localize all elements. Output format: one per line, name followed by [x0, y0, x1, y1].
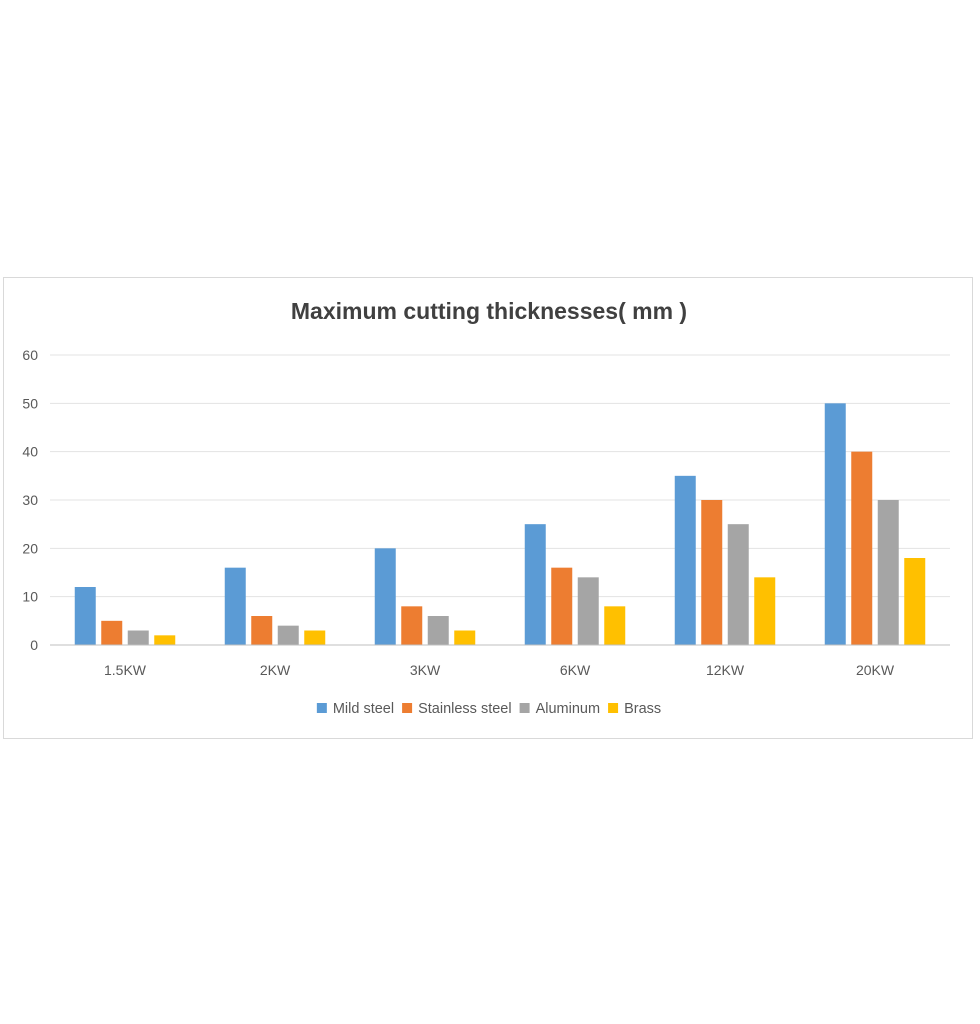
legend: Mild steel Stainless steel Aluminum Brass [316, 701, 661, 717]
x-tick-label: 20KW [856, 662, 895, 678]
legend-swatch [519, 703, 530, 713]
bars [74, 403, 926, 645]
legend-label: Stainless steel [418, 701, 512, 717]
x-tick-label: 6KW [560, 662, 591, 678]
y-tick-label: 30 [22, 492, 38, 508]
bar-brass [454, 630, 476, 645]
bar-brass [154, 635, 176, 645]
x-tick-label: 2KW [260, 662, 291, 678]
legend-swatch [316, 703, 327, 713]
bar-mild-steel [224, 567, 246, 645]
bar-brass [604, 606, 626, 645]
bar-stainless-steel [251, 616, 273, 645]
bar-aluminum [727, 524, 749, 645]
x-tick-label: 3KW [410, 662, 441, 678]
legend-swatch [402, 703, 413, 713]
bar-stainless-steel [401, 606, 423, 645]
bar-mild-steel [674, 475, 696, 645]
bar-mild-steel [374, 548, 396, 645]
legend-item: Mild steel [316, 701, 394, 717]
bar-mild-steel [824, 403, 846, 645]
y-axis-ticks: 0 10 20 30 40 50 60 [22, 347, 38, 653]
bar-stainless-steel [551, 567, 573, 645]
bar-aluminum [877, 500, 899, 645]
legend-label: Aluminum [536, 701, 600, 717]
bar-chart: Maximum cutting thicknesses( mm ) 0 10 20 3… [22, 298, 950, 717]
x-axis-ticks: 1.5KW 2KW 3KW 6KW 12KW 20KW [104, 662, 895, 678]
bar-brass [754, 577, 776, 645]
bar-mild-steel [524, 524, 546, 645]
bar-brass [904, 558, 926, 645]
bar-stainless-steel [851, 451, 873, 645]
x-tick-label: 1.5KW [104, 662, 147, 678]
legend-label: Mild steel [333, 701, 394, 717]
bar-aluminum [577, 577, 599, 645]
y-tick-label: 0 [30, 637, 38, 653]
y-tick-label: 60 [22, 347, 38, 363]
legend-item: Aluminum [519, 701, 600, 717]
bar-stainless-steel [701, 500, 723, 645]
chart-title: Maximum cutting thicknesses( mm ) [291, 298, 687, 324]
bar-aluminum [127, 630, 149, 645]
gridlines [50, 354, 950, 598]
bar-mild-steel [74, 587, 96, 645]
y-tick-label: 40 [22, 444, 38, 460]
chart-frame: Maximum cutting thicknesses( mm ) 0 10 20 3… [3, 277, 973, 739]
y-tick-label: 10 [22, 589, 38, 605]
bar-aluminum [277, 625, 299, 645]
bar-brass [304, 630, 326, 645]
bar-aluminum [427, 616, 449, 645]
y-tick-label: 50 [22, 395, 38, 411]
legend-swatch [608, 703, 619, 713]
y-tick-label: 20 [22, 540, 38, 556]
legend-label: Brass [624, 701, 661, 717]
x-tick-label: 12KW [706, 662, 745, 678]
bar-stainless-steel [101, 620, 123, 645]
legend-item: Brass [608, 701, 661, 717]
legend-item: Stainless steel [402, 701, 512, 717]
